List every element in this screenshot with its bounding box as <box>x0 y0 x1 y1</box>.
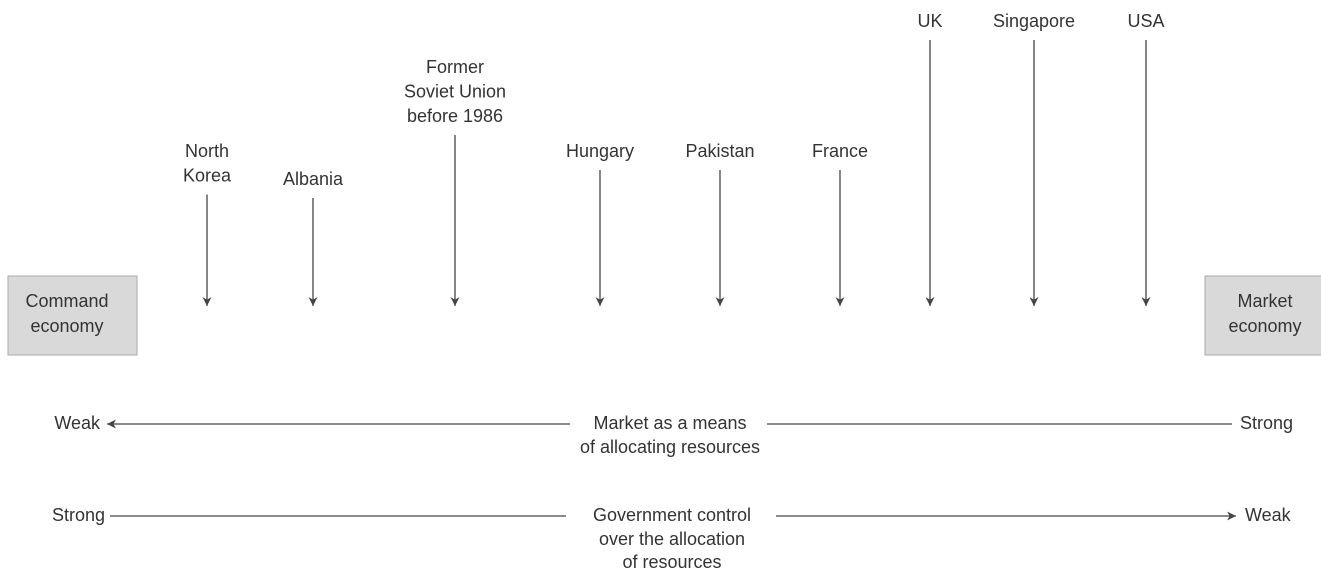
scale-end: Strong <box>52 505 105 525</box>
scale-title: of resources <box>622 552 721 568</box>
scale-title: Government control <box>593 505 751 525</box>
country-label: Soviet Union <box>404 81 506 101</box>
country-label: USA <box>1127 11 1164 31</box>
country-label: Singapore <box>993 11 1075 31</box>
endpoint-label: economy <box>30 316 103 336</box>
scale-title: Market as a means <box>593 413 746 433</box>
country-label: Hungary <box>566 141 634 161</box>
country-label: UK <box>917 11 942 31</box>
scale-end: Weak <box>1245 505 1292 525</box>
country-label: Pakistan <box>685 141 754 161</box>
country-label: before 1986 <box>407 106 503 126</box>
endpoint-label: economy <box>1228 316 1301 336</box>
scale-title: of allocating resources <box>580 437 760 457</box>
market-box <box>1204 275 1321 356</box>
country-label: France <box>812 141 868 161</box>
endpoint-label: Command <box>25 291 108 311</box>
scale-title: over the allocation <box>599 529 745 549</box>
scale-end: Weak <box>54 413 101 433</box>
scale-end: Strong <box>1240 413 1293 433</box>
country-label: North <box>185 141 229 161</box>
country-label: Albania <box>283 169 344 189</box>
country-label: Korea <box>183 165 232 185</box>
country-label: Former <box>426 57 484 77</box>
command-box <box>7 275 138 356</box>
endpoint-label: Market <box>1237 291 1292 311</box>
